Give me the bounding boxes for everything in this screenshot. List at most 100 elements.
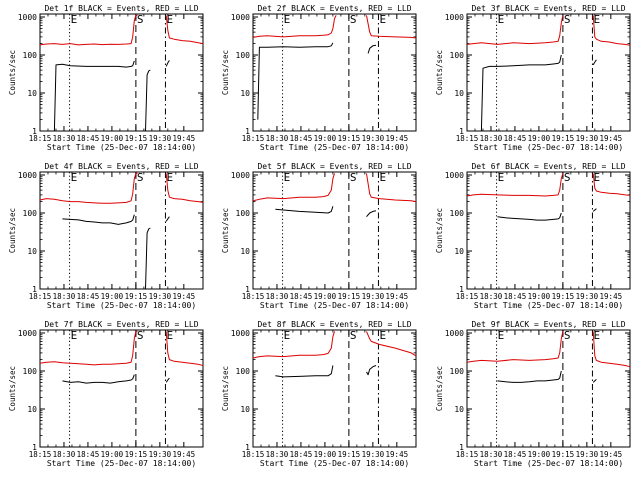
marker-label: E <box>498 329 505 342</box>
x-tick-label: 19:15 <box>338 450 361 459</box>
y-tick-label: 100 <box>23 367 38 376</box>
marker-label: S <box>137 171 144 184</box>
y-tick-label: 1 <box>459 285 464 294</box>
x-tick-label: 19:15 <box>338 292 361 301</box>
x-tick-label: 19:15 <box>125 134 148 143</box>
y-tick-label: 10 <box>454 89 464 98</box>
lld-series-line <box>252 15 337 38</box>
lld-series-line <box>165 331 204 366</box>
y-tick-label: 1 <box>459 443 464 452</box>
lld-series-line <box>252 173 335 202</box>
panel-title: Det 4f BLACK = Events, RED = LLD <box>44 162 198 171</box>
y-tick-label: 100 <box>23 51 38 60</box>
marker-label: E <box>593 329 600 342</box>
x-tick-label: 19:15 <box>125 292 148 301</box>
plot-frame <box>252 329 417 448</box>
events-series-line <box>165 216 170 222</box>
x-tick-label: 19:00 <box>314 134 337 143</box>
x-tick-label: 18:30 <box>53 450 76 459</box>
lld-series-line <box>592 331 631 368</box>
y-axis-label: Counts/sec <box>435 366 444 411</box>
marker-label: E <box>379 329 386 342</box>
x-tick-label: 18:45 <box>77 292 100 301</box>
detector-panel: Det 4f BLACK = Events, RED = LLD 1 10 100 10… <box>8 162 204 310</box>
y-tick-label: 1000 <box>18 329 37 338</box>
y-tick-label: 100 <box>236 367 251 376</box>
x-axis-label: Start Time (25-Dec-07 18:14:00) <box>47 143 196 152</box>
plot-frame <box>39 171 204 290</box>
x-tick-label: 18:30 <box>53 292 76 301</box>
marker-label: E <box>284 329 291 342</box>
events-series-line <box>145 227 151 290</box>
lld-series-line <box>592 173 631 196</box>
panel-title: Det 9f BLACK = Events, RED = LLD <box>471 320 625 329</box>
x-tick-label: 19:30 <box>576 134 599 143</box>
x-tick-label: 18:30 <box>266 134 289 143</box>
panel-title: Det 8f BLACK = Events, RED = LLD <box>257 320 411 329</box>
y-axis-label: Counts/sec <box>8 366 17 411</box>
events-series-line <box>592 59 597 66</box>
x-tick-label: 18:30 <box>480 134 503 143</box>
plot-frame <box>252 13 417 132</box>
lld-series-line <box>252 331 335 359</box>
x-tick-label: 18:30 <box>480 450 503 459</box>
x-tick-label: 19:30 <box>149 450 172 459</box>
marker-label: E <box>498 171 505 184</box>
x-axis-label: Start Time (25-Dec-07 18:14:00) <box>260 301 409 310</box>
x-axis-label: Start Time (25-Dec-07 18:14:00) <box>474 143 623 152</box>
x-tick-label: 19:15 <box>552 292 575 301</box>
lld-series-line <box>366 331 417 357</box>
y-tick-label: 10 <box>240 247 250 256</box>
panel-title: Det 5f BLACK = Events, RED = LLD <box>257 162 411 171</box>
x-tick-label: 18:15 <box>29 134 52 143</box>
x-tick-label: 18:45 <box>504 292 527 301</box>
x-tick-label: 18:45 <box>504 450 527 459</box>
y-tick-label: 10 <box>27 405 37 414</box>
y-tick-label: 1 <box>459 127 464 136</box>
y-axis-label: Counts/sec <box>221 50 230 95</box>
y-tick-label: 1 <box>245 443 250 452</box>
y-tick-label: 1000 <box>445 171 464 180</box>
y-tick-label: 1000 <box>445 329 464 338</box>
marker-label: E <box>166 329 173 342</box>
events-series-line <box>275 206 334 214</box>
lld-series-line <box>165 15 204 45</box>
x-tick-label: 19:00 <box>528 292 551 301</box>
marker-label: E <box>284 13 291 26</box>
marker-label: E <box>284 171 291 184</box>
plot-frame <box>252 171 417 290</box>
y-tick-label: 100 <box>23 209 38 218</box>
detector-panel: Det 5f BLACK = Events, RED = LLD 1 10 100 10… <box>221 162 417 310</box>
y-tick-label: 1 <box>32 443 37 452</box>
panel-title: Det 3f BLACK = Events, RED = LLD <box>471 4 625 13</box>
events-series-line <box>165 60 170 67</box>
y-tick-label: 1000 <box>231 171 250 180</box>
x-tick-label: 18:30 <box>480 292 503 301</box>
y-tick-label: 1 <box>32 285 37 294</box>
x-axis-label: Start Time (25-Dec-07 18:14:00) <box>47 459 196 468</box>
marker-label: E <box>498 13 505 26</box>
x-tick-label: 18:15 <box>456 450 479 459</box>
y-axis-label: Counts/sec <box>8 50 17 95</box>
lld-series-line <box>165 173 204 203</box>
y-tick-label: 1000 <box>231 329 250 338</box>
y-tick-label: 1 <box>245 127 250 136</box>
events-series-line <box>367 44 377 54</box>
lld-series-line <box>366 173 417 203</box>
x-tick-label: 18:45 <box>290 134 313 143</box>
x-axis-label: Start Time (25-Dec-07 18:14:00) <box>47 301 196 310</box>
x-axis-label: Start Time (25-Dec-07 18:14:00) <box>474 301 623 310</box>
x-tick-label: 19:45 <box>386 134 409 143</box>
detector-panel: Det 7f BLACK = Events, RED = LLD 1 10 100 10… <box>8 320 204 468</box>
x-tick-label: 18:45 <box>77 134 100 143</box>
x-tick-label: 19:15 <box>338 134 361 143</box>
y-tick-label: 100 <box>450 209 465 218</box>
lld-series-line <box>466 173 564 197</box>
y-tick-label: 1000 <box>18 13 37 22</box>
marker-label: E <box>379 13 386 26</box>
plot-frame <box>39 13 204 132</box>
plot-frame <box>39 329 204 448</box>
marker-label: S <box>137 329 144 342</box>
x-tick-label: 19:30 <box>576 450 599 459</box>
marker-label: S <box>350 171 357 184</box>
